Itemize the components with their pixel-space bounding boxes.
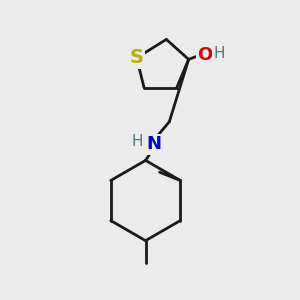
Text: N: N (146, 135, 161, 153)
Text: O: O (197, 46, 212, 64)
Text: H: H (132, 134, 143, 149)
Text: H: H (213, 46, 225, 61)
Text: S: S (130, 48, 144, 68)
